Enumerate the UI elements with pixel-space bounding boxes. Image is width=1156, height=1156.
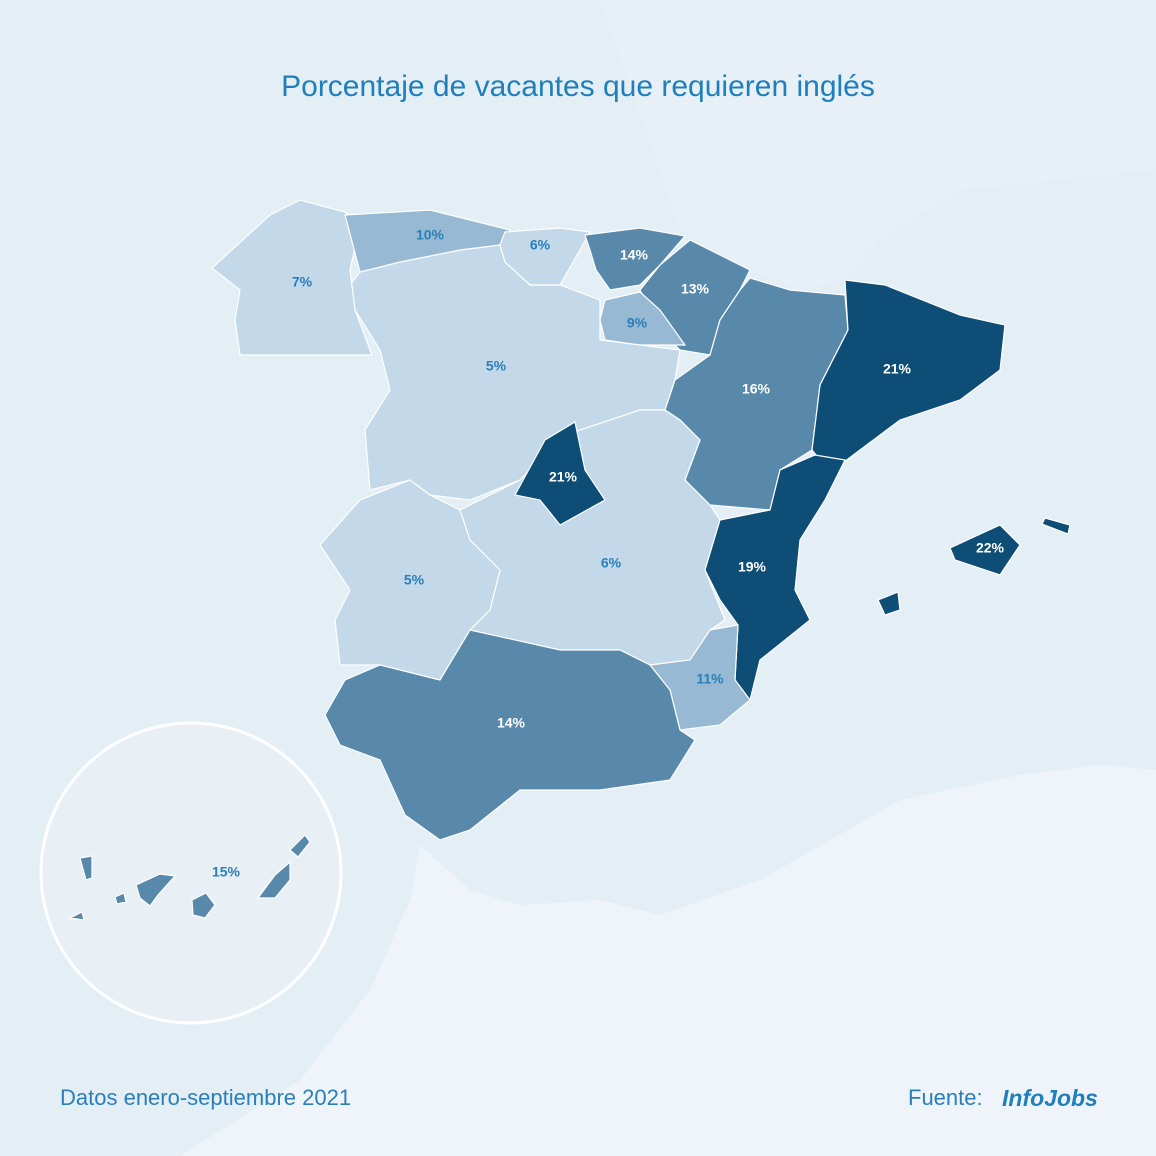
region-label: 6% xyxy=(530,237,551,253)
region xyxy=(704,454,846,702)
region-label: 15% xyxy=(212,864,241,880)
region-label: 22% xyxy=(976,540,1005,556)
region xyxy=(599,291,687,346)
region xyxy=(877,517,1071,616)
regions xyxy=(211,199,1071,841)
region-label: 7% xyxy=(292,274,313,290)
region-label: 21% xyxy=(883,361,912,377)
region xyxy=(499,227,591,286)
region xyxy=(584,227,687,291)
footer-note: Datos enero-septiembre 2021 xyxy=(60,1085,351,1110)
source-label: Fuente: xyxy=(908,1085,983,1110)
region xyxy=(514,421,606,526)
region-label: 11% xyxy=(696,671,724,687)
region xyxy=(68,834,311,921)
region-label: 21% xyxy=(549,469,578,485)
region-label: 14% xyxy=(497,715,526,731)
region-label: 14% xyxy=(620,247,649,263)
region xyxy=(811,279,1006,466)
africa xyxy=(180,765,1156,1156)
region-label: 6% xyxy=(601,555,622,571)
title: Porcentaje de vacantes que requieren ing… xyxy=(281,70,875,103)
region xyxy=(324,629,696,841)
region-label: 9% xyxy=(627,315,648,331)
region-label: 13% xyxy=(681,281,710,297)
source-brand: InfoJobs xyxy=(1002,1085,1098,1111)
france xyxy=(600,0,1156,290)
region xyxy=(319,479,501,681)
region-label: 5% xyxy=(486,358,507,374)
region-label: 10% xyxy=(416,227,445,243)
region xyxy=(211,199,373,356)
inset-circle xyxy=(39,721,343,1025)
region-label: 19% xyxy=(738,559,767,575)
labels: 7% 10% 6% 14% 13% 9% 5% 16% 21% 21% 5% 6… xyxy=(212,227,1005,880)
region-label: 16% xyxy=(742,381,771,397)
region-label: 5% xyxy=(404,572,425,588)
